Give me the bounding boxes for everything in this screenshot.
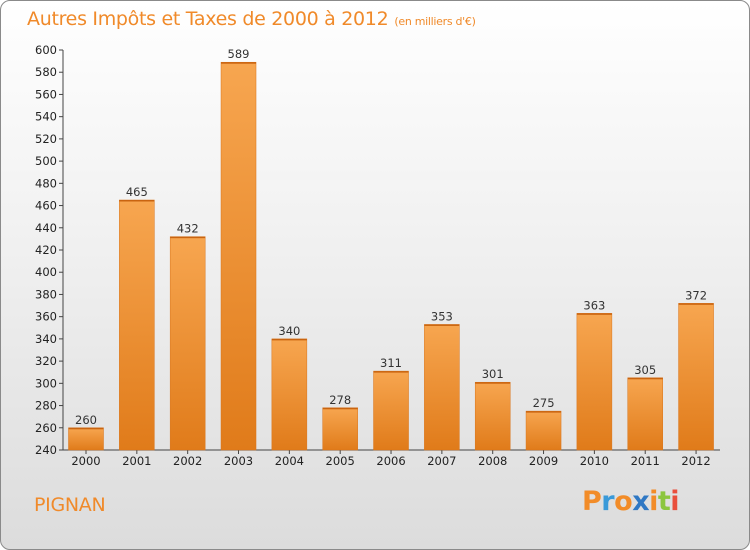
logo-letter: t	[657, 486, 671, 517]
x-tick-label: 2000	[71, 454, 100, 468]
proxiti-logo: Proxiti	[582, 486, 680, 517]
bar-top-edge	[678, 303, 714, 305]
logo-letter: i	[670, 486, 680, 517]
bar-top-edge	[627, 377, 663, 380]
x-tick-label: 2004	[275, 454, 304, 468]
bar	[119, 199, 155, 451]
bar-top-edge	[68, 427, 104, 430]
value-label: 301	[482, 367, 504, 381]
logo-letter: x	[632, 486, 650, 517]
bar-top-edge	[322, 407, 358, 410]
y-tick-label: 580	[35, 65, 57, 79]
y-tick-label: 400	[35, 265, 57, 279]
axes: 240 260 280 300 320 340 360 380 400 420 440 460 480 5…	[35, 43, 720, 457]
y-tick-label: 540	[35, 110, 57, 124]
bar	[322, 407, 358, 451]
value-label: 363	[583, 298, 605, 312]
value-label: 432	[177, 222, 199, 236]
bar	[525, 410, 562, 451]
logo-letter: P	[582, 486, 602, 517]
logo-letter: r	[601, 486, 615, 517]
bar-top-edge	[170, 236, 206, 239]
bar	[627, 377, 663, 451]
x-tick-label: 2002	[173, 454, 202, 468]
y-tick-label: 480	[35, 176, 57, 190]
y-tick-label: 440	[35, 221, 57, 235]
x-tick-label: 2011	[631, 454, 660, 468]
value-label: 340	[278, 324, 300, 338]
bar-top-edge	[373, 371, 409, 373]
bar-top-edge	[424, 324, 460, 326]
town-name: PIGNAN	[34, 494, 106, 516]
chart-title: Autres Impôts et Taxes de 2000 à 2012 (en…	[27, 8, 476, 30]
value-label: 353	[431, 309, 453, 323]
value-label: 275	[533, 396, 555, 410]
x-tick-label: 2010	[580, 454, 609, 468]
logo-letter: i	[649, 486, 658, 517]
labels: 260 2000 465 2001 432 2002 589 2003 340 2004 278 20…	[71, 47, 710, 468]
value-label: 305	[634, 363, 656, 377]
chart-unit: (en milliers d'€)	[394, 15, 476, 28]
value-label: 311	[380, 356, 402, 370]
x-tick-label: 2005	[326, 454, 355, 468]
x-tick-label: 2001	[122, 454, 151, 468]
bar	[169, 236, 206, 451]
bar	[474, 381, 511, 451]
bar	[576, 313, 613, 451]
y-tick-label: 300	[35, 376, 57, 390]
y-tick-label: 600	[35, 43, 57, 57]
bar	[220, 61, 257, 451]
bar-top-edge	[526, 411, 562, 413]
value-label: 589	[228, 47, 250, 61]
bar-top-edge	[576, 313, 612, 315]
x-tick-label: 2007	[427, 454, 456, 468]
bar-top-edge	[271, 338, 307, 341]
bar-top-edge	[221, 62, 257, 64]
bar-top-edge	[119, 200, 155, 202]
y-tick-label: 380	[35, 287, 57, 301]
value-label: 465	[126, 185, 148, 199]
bar	[424, 324, 460, 451]
y-tick-label: 520	[35, 132, 57, 146]
y-tick-label: 560	[35, 87, 57, 101]
y-tick-label: 500	[35, 154, 57, 168]
value-label: 372	[685, 288, 707, 302]
y-tick-label: 460	[35, 199, 57, 213]
y-tick-label: 340	[35, 332, 57, 346]
bars	[68, 61, 714, 451]
bar	[678, 303, 714, 451]
y-tick-label: 280	[35, 399, 57, 413]
x-tick-label: 2012	[681, 454, 710, 468]
y-tick-label: 240	[35, 443, 57, 457]
x-tick-label: 2009	[529, 454, 558, 468]
x-tick-label: 2006	[376, 454, 405, 468]
y-tick-label: 320	[35, 354, 57, 368]
chart-title-text: Autres Impôts et Taxes de 2000 à 2012	[27, 8, 389, 30]
logo-letter: o	[614, 486, 633, 517]
y-tick-label: 360	[35, 310, 57, 324]
x-tick-label: 2008	[478, 454, 507, 468]
y-tick-label: 420	[35, 243, 57, 257]
value-label: 278	[329, 393, 351, 407]
bar	[271, 338, 308, 451]
bar-top-edge	[475, 382, 511, 384]
y-tick-label: 260	[35, 421, 57, 435]
value-label: 260	[75, 413, 97, 427]
bar	[68, 427, 104, 451]
x-tick-label: 2003	[224, 454, 253, 468]
bar	[373, 370, 409, 451]
